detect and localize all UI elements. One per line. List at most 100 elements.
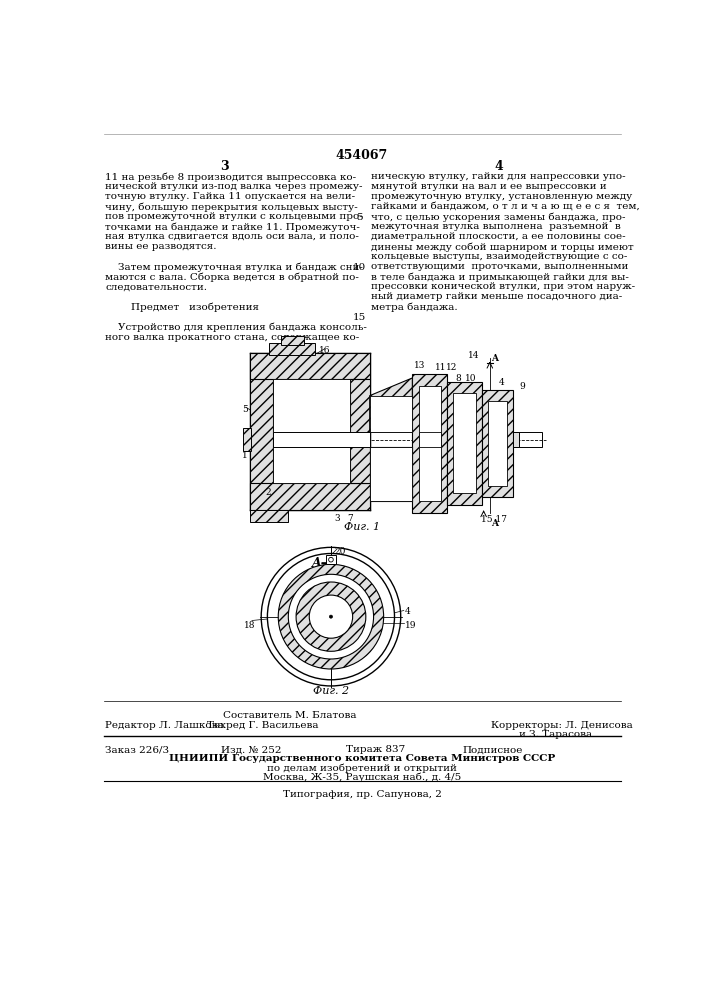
Text: 4: 4	[404, 607, 410, 616]
Text: маются с вала. Сборка ведется в обратной по-: маются с вала. Сборка ведется в обратной…	[105, 272, 359, 282]
Text: 2: 2	[265, 488, 271, 497]
Text: Изд. № 252: Изд. № 252	[221, 745, 281, 754]
Text: ническую втулку, гайки для напрессовки упо-: ническую втулку, гайки для напрессовки у…	[371, 172, 626, 181]
Text: 12: 12	[446, 363, 458, 372]
Text: 13: 13	[414, 361, 425, 370]
Bar	[273, 379, 351, 483]
Text: 10: 10	[465, 374, 477, 383]
Text: 1: 1	[242, 451, 247, 460]
Text: Тираж 837: Тираж 837	[346, 745, 404, 754]
Text: 11 на резьбе 8 производится выпрессовка ко-: 11 на резьбе 8 производится выпрессовка …	[105, 172, 356, 182]
Text: 20: 20	[335, 547, 346, 556]
Text: мянутой втулки на вал и ее выпрессовки и: мянутой втулки на вал и ее выпрессовки и	[371, 182, 607, 191]
Text: ный диаметр гайки меньше посадочного диа-: ный диаметр гайки меньше посадочного диа…	[371, 292, 622, 301]
Text: ЦНИИПИ Государственного комитета Совета Министров СССР: ЦНИИПИ Государственного комитета Совета …	[169, 754, 555, 763]
Text: прессовки конической втулки, при этом наруж-: прессовки конической втулки, при этом на…	[371, 282, 636, 291]
Text: 15 17: 15 17	[481, 515, 506, 524]
Bar	[243, 428, 251, 451]
Text: 14: 14	[468, 351, 479, 360]
Circle shape	[267, 554, 395, 680]
Text: 454067: 454067	[336, 149, 388, 162]
Text: ная втулка сдвигается вдоль оси вала, и поло-: ная втулка сдвигается вдоль оси вала, и …	[105, 232, 359, 241]
Text: A: A	[491, 354, 498, 363]
Text: 4: 4	[495, 160, 503, 173]
Text: A: A	[491, 519, 498, 528]
Circle shape	[309, 595, 353, 638]
Text: 15: 15	[353, 313, 366, 322]
Circle shape	[261, 547, 401, 686]
Text: и З. Тарасова: и З. Тарасова	[519, 730, 592, 739]
Text: ответствующими  проточками, выполненными: ответствующими проточками, выполненными	[371, 262, 629, 271]
Text: 3: 3	[221, 160, 229, 173]
Bar	[281, 336, 304, 345]
Circle shape	[279, 564, 384, 669]
Text: 6: 6	[300, 346, 305, 355]
Text: диаметральной плоскости, а ее половины сое-: диаметральной плоскости, а ее половины с…	[371, 232, 626, 241]
Text: 7: 7	[347, 514, 353, 523]
Text: 16: 16	[320, 346, 331, 355]
Text: 19: 19	[404, 620, 416, 630]
Bar	[513, 432, 519, 447]
Bar	[370, 447, 412, 501]
Bar	[412, 374, 448, 513]
Text: Фиг. 2: Фиг. 2	[313, 686, 349, 696]
Text: 11: 11	[435, 363, 446, 372]
Bar	[250, 483, 370, 510]
Circle shape	[296, 582, 366, 651]
Text: динены между собой шарниром и торцы имеют: динены между собой шарниром и торцы имею…	[371, 242, 634, 252]
Text: метра бандажа.: метра бандажа.	[371, 302, 458, 312]
Text: кольцевые выступы, взаимодействующие с со-: кольцевые выступы, взаимодействующие с с…	[371, 252, 628, 261]
Text: Устройство для крепления бандажа консоль-: Устройство для крепления бандажа консоль…	[105, 323, 368, 332]
Bar	[489, 401, 507, 486]
Circle shape	[288, 574, 373, 659]
Text: чину, большую перекрытия кольцевых высту-: чину, большую перекрытия кольцевых высту…	[105, 202, 358, 212]
Bar	[269, 343, 315, 355]
Bar	[247, 432, 542, 447]
Bar	[250, 510, 288, 522]
Text: 3: 3	[335, 514, 341, 523]
Text: точную втулку. Гайка 11 опускается на вели-: точную втулку. Гайка 11 опускается на ве…	[105, 192, 356, 201]
Bar	[448, 382, 482, 505]
Text: по делам изобретений и открытий: по делам изобретений и открытий	[267, 764, 457, 773]
Text: точками на бандаже и гайке 11. Промежуточ-: точками на бандаже и гайке 11. Промежуто…	[105, 222, 361, 232]
Text: Фиг. 1: Фиг. 1	[344, 522, 380, 532]
Text: ного валка прокатного стана, содержащее ко-: ного валка прокатного стана, содержащее …	[105, 333, 360, 342]
Bar	[419, 432, 441, 447]
Text: 9: 9	[251, 514, 257, 523]
Text: 9: 9	[519, 382, 525, 391]
Circle shape	[329, 557, 333, 562]
Text: Предмет   изобретения: Предмет изобретения	[105, 302, 259, 312]
Text: Типография, пр. Сапунова, 2: Типография, пр. Сапунова, 2	[283, 790, 441, 799]
Bar	[273, 432, 370, 447]
Text: нической втулки из-под валка через промежу-: нической втулки из-под валка через проме…	[105, 182, 363, 191]
Polygon shape	[370, 447, 412, 501]
Text: Корректоры: Л. Денисова: Корректоры: Л. Денисова	[491, 721, 633, 730]
Bar	[250, 353, 370, 379]
Text: пов промежуточной втулки с кольцевыми про-: пов промежуточной втулки с кольцевыми пр…	[105, 212, 363, 221]
Text: 10: 10	[353, 263, 366, 272]
Bar	[325, 555, 337, 564]
Circle shape	[329, 615, 332, 618]
Bar	[351, 379, 370, 483]
Text: межуточная втулка выполнена  разъемной  в: межуточная втулка выполнена разъемной в	[371, 222, 621, 231]
Bar	[453, 393, 476, 493]
Bar	[370, 396, 412, 432]
Text: Затем промежуточная втулка и бандаж сни-: Затем промежуточная втулка и бандаж сни-	[105, 262, 363, 272]
Text: Москва, Ж-35, Раушская наб., д. 4/5: Москва, Ж-35, Раушская наб., д. 4/5	[263, 773, 461, 782]
Text: вины ее разводятся.: вины ее разводятся.	[105, 242, 217, 251]
Text: в теле бандажа и примыкающей гайки для вы-: в теле бандажа и примыкающей гайки для в…	[371, 272, 629, 282]
Text: гайками и бандажом, о т л и ч а ю щ е е с я  тем,: гайками и бандажом, о т л и ч а ю щ е е …	[371, 202, 640, 211]
Text: что, с целью ускорения замены бандажа, про-: что, с целью ускорения замены бандажа, п…	[371, 212, 626, 222]
Text: A–A: A–A	[312, 557, 338, 570]
Polygon shape	[370, 378, 412, 432]
Text: 4: 4	[499, 378, 505, 387]
Text: Составитель М. Блатова: Составитель М. Блатова	[223, 711, 356, 720]
Text: промежуточную втулку, установленную между: промежуточную втулку, установленную межд…	[371, 192, 633, 201]
Text: Техред Г. Васильева: Техред Г. Васильева	[207, 721, 318, 730]
Bar	[419, 386, 441, 501]
Text: 18: 18	[244, 620, 256, 630]
Text: 5: 5	[242, 405, 247, 414]
Text: Редактор Л. Лашкова: Редактор Л. Лашкова	[105, 721, 224, 730]
Text: 5: 5	[356, 213, 363, 222]
Text: 8: 8	[455, 374, 461, 383]
